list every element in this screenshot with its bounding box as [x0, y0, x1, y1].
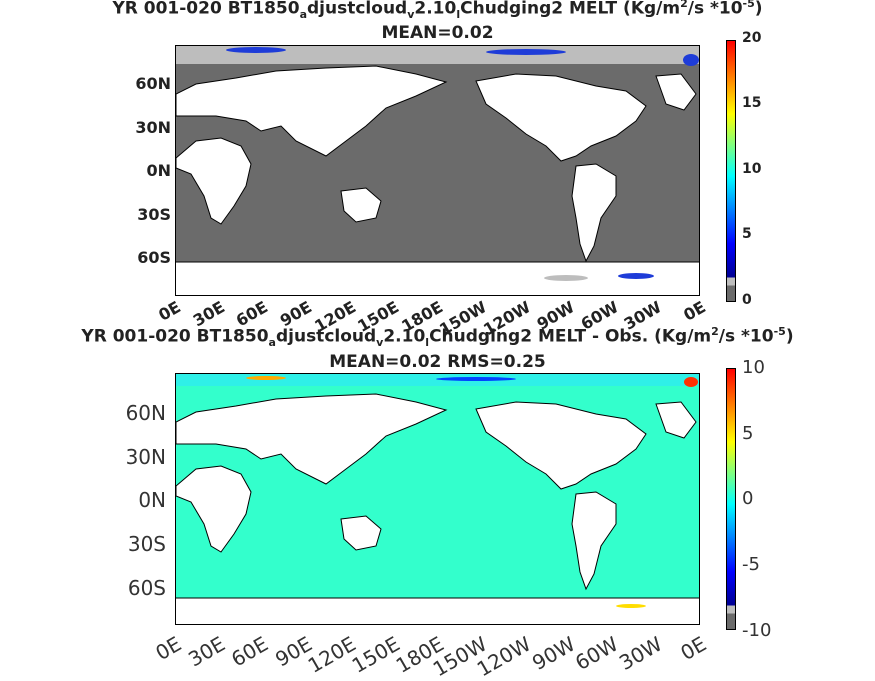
map1-svg [176, 46, 699, 295]
lon-tick: 0E [676, 631, 710, 666]
lon-tick: 60E [227, 631, 273, 672]
title-text: ) [754, 0, 763, 19]
panel2-title: YR 001-020 BT1850adjustcloudv2.10lChudgi… [0, 322, 875, 353]
colorbar-tick: 10 [742, 161, 762, 177]
panel1-title: YR 001-020 BT1850adjustcloudv2.10lChudgi… [0, 0, 875, 25]
title-text: 2.10 [414, 0, 457, 19]
lon-tick: 30W [615, 631, 667, 676]
colorbar-tick: 5 [742, 423, 754, 444]
map2-svg [176, 374, 699, 624]
title-sup: -5 [773, 325, 786, 338]
title-text: djustcloud [307, 0, 408, 19]
title-sub: a [299, 8, 308, 22]
colorbar-tick: 0 [742, 292, 752, 308]
antarctic-ice-melt [618, 273, 654, 279]
title-sup: 2 [680, 0, 688, 10]
lat-tick: 60N [135, 74, 171, 93]
arctic-ice [176, 46, 699, 64]
panel2-colorbar [726, 368, 736, 630]
colorbar-tick: 0 [742, 488, 754, 509]
positive-bias [246, 376, 286, 380]
panel2-subtitle: MEAN=0.02 RMS=0.25 [329, 352, 546, 372]
title-sup: -5 [742, 0, 755, 10]
panel1-colorbar [726, 40, 736, 302]
colorbar-tick: 10 [742, 357, 765, 378]
colorbar-tick: 15 [742, 95, 762, 111]
panel1-map [175, 45, 700, 296]
lon-tick: 0E [155, 297, 184, 325]
antarctica [176, 262, 699, 295]
panel1-subtitle: MEAN=0.02 [381, 23, 494, 43]
colorbar-tick: 20 [742, 30, 762, 46]
title-text: 2.10 [383, 326, 426, 347]
title-text: Chudging2 MELT - Obs. (Kg/m [429, 326, 712, 347]
positive-bias [684, 377, 698, 387]
title-text: YR 001-020 BT1850 [81, 326, 269, 347]
title-text: /s *10 [687, 0, 743, 19]
colorbar-tick: -5 [742, 554, 760, 575]
title-text: /s *10 [718, 326, 774, 347]
lat-tick: 30N [135, 118, 171, 137]
title-text: YR 001-020 BT1850 [112, 0, 300, 19]
title-text: Chudging2 MELT (Kg/m [460, 0, 681, 19]
antarctic-ice [544, 275, 588, 281]
title-sub: l [425, 336, 430, 350]
lat-tick: 60S [137, 248, 171, 267]
antarctica [176, 598, 699, 624]
lat-tick: 30S [137, 205, 171, 224]
arctic-diff [176, 374, 699, 386]
lat-tick: 60S [127, 576, 166, 600]
title-sub: a [268, 336, 276, 350]
lat-tick: 30N [125, 445, 166, 469]
lat-tick: 30S [127, 532, 166, 556]
title-text: djustcloud [275, 326, 377, 347]
lat-tick: 60N [125, 401, 166, 425]
lon-tick: 30E [183, 631, 229, 672]
lon-tick: 0E [680, 297, 709, 325]
lon-tick: 0E [151, 631, 185, 666]
title-sup: 2 [711, 325, 719, 338]
land-masses [176, 65, 697, 263]
land-masses [176, 393, 697, 591]
colorbar-tick: 5 [742, 226, 752, 242]
title-text: ) [785, 326, 794, 347]
title-sub: l [456, 8, 461, 22]
ice-melt-spot [486, 49, 566, 55]
negative-bias [436, 377, 516, 381]
lat-tick: 0N [146, 161, 171, 180]
lat-tick: 0N [138, 488, 166, 512]
ice-melt-spot [683, 54, 699, 66]
title-sub: v [376, 336, 384, 350]
panel2-map [175, 373, 700, 625]
antarctic-bias [616, 604, 646, 608]
title-sub: v [407, 8, 415, 22]
colorbar-tick: -10 [742, 620, 772, 641]
ice-melt-spot [226, 47, 286, 53]
